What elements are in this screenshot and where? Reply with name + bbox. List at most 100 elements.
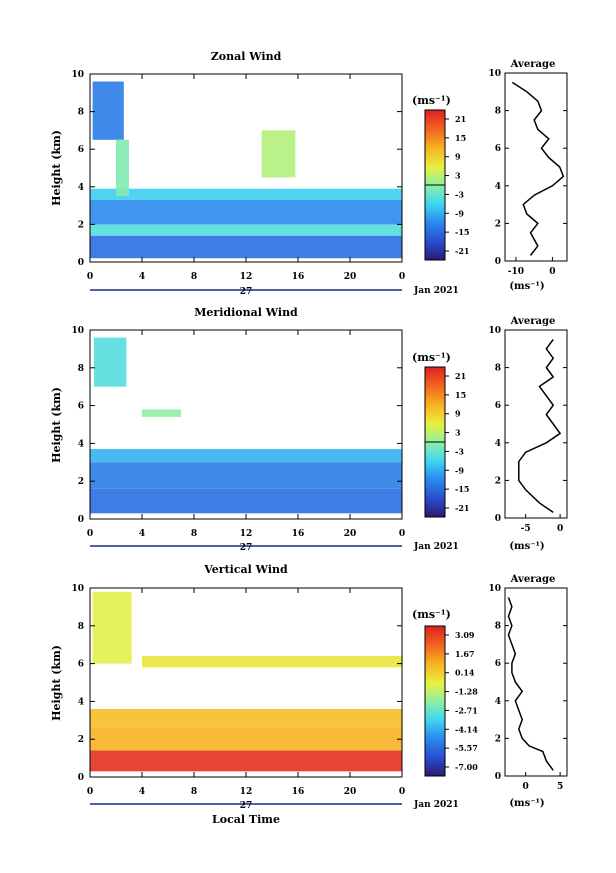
avg-x-tick-label: 5 — [557, 782, 563, 792]
heatmap-cell — [261, 130, 296, 178]
colorbar-ticks: 21 15 9 3 -3 -9 -15 -21 — [445, 371, 469, 513]
avg-y-tick-label: 10 — [488, 326, 501, 336]
average-frame — [504, 329, 568, 519]
heatmap-cell — [92, 591, 132, 664]
x-tick-label: 16 — [292, 529, 305, 539]
x-tick-label: 20 — [344, 529, 357, 539]
colorbar-tick-label: -15 — [455, 484, 469, 494]
x-tick-label: 16 — [292, 272, 305, 282]
average-title: Average — [510, 59, 556, 70]
avg-y-tick-label: 6 — [495, 401, 501, 411]
colorbar-tick-label: -4.14 — [455, 724, 478, 734]
colorbar-tick-label: 3 — [455, 171, 461, 181]
colorbar-tick-label: -3 — [455, 189, 464, 199]
y-tick-label: 4 — [78, 439, 84, 449]
avg-y-tick-label: 4 — [495, 697, 501, 707]
avg-y-tick-label: 4 — [495, 182, 501, 192]
heatmap-cell — [116, 139, 129, 197]
avg-y-tick-label: 2 — [495, 476, 501, 486]
x-tick-label: 8 — [191, 272, 197, 282]
avg-y-tick-label: 4 — [495, 439, 501, 449]
y-tick-label: 10 — [71, 70, 84, 80]
colorbar-tick-label: 0.14 — [455, 668, 475, 678]
y-tick-label: 4 — [78, 697, 84, 707]
heatmap-cell — [90, 449, 402, 463]
heatmap-cell — [90, 488, 402, 514]
colorbar-ticks: 21 15 9 3 -3 -9 -15 -21 — [445, 114, 469, 256]
heatmap-cell — [90, 235, 402, 259]
colorbar-tick-label: -7.00 — [455, 762, 478, 772]
axes: 0 2 4 6 8 10 0 4 8 12 16 20 0 — [71, 584, 405, 797]
avg-y-tick-label: 2 — [495, 219, 501, 229]
y-axis-label: Height (km) — [50, 645, 63, 721]
y-tick-label: 2 — [78, 477, 84, 487]
avg-y-tick-label: 10 — [488, 584, 501, 594]
heatmap-area — [90, 81, 402, 259]
y-tick-label: 4 — [78, 183, 84, 193]
y-axis-label: Height (km) — [50, 130, 63, 206]
colorbar-tick-label: -5.57 — [455, 743, 478, 753]
date-label: Jan 2021 — [413, 286, 459, 296]
average-axes: 0 2 4 6 8 10 -5 0 — [488, 326, 567, 534]
day-label: 27 — [240, 801, 253, 811]
average-xlabel: (ms⁻¹) — [509, 798, 544, 809]
average-axes: 0 2 4 6 8 10 0 5 — [488, 584, 567, 792]
avg-y-tick-label: 0 — [495, 514, 501, 524]
heatmap-cell — [92, 81, 124, 140]
avg-y-tick-label: 0 — [495, 772, 501, 782]
colorbar — [424, 625, 446, 777]
axes: 0 2 4 6 8 10 0 4 8 12 16 20 0 — [71, 70, 405, 282]
heatmap-cell — [93, 337, 127, 387]
x-tick-label: 12 — [240, 272, 253, 282]
heatmap-cell — [90, 188, 402, 200]
colorbar-tick-label: 9 — [455, 409, 461, 419]
y-tick-label: 6 — [78, 660, 84, 670]
colorbar-tick-label: -21 — [455, 503, 469, 513]
colorbar-tick-label: 9 — [455, 152, 461, 162]
colorbar-unit: (ms⁻¹) — [412, 351, 451, 364]
y-tick-label: 10 — [71, 584, 84, 594]
average-title: Average — [510, 316, 556, 327]
panel-title: Zonal Wind — [211, 50, 282, 63]
x-tick-label: 8 — [191, 529, 197, 539]
y-tick-label: 8 — [78, 622, 84, 632]
heatmap-cell — [90, 462, 402, 489]
heatmap-area — [90, 337, 402, 514]
y-axis-label: Height (km) — [50, 387, 63, 463]
avg-y-tick-label: 6 — [495, 144, 501, 154]
y-tick-label: 8 — [78, 108, 84, 118]
x-tick-label: 4 — [139, 787, 145, 797]
average-profile-line — [511, 81, 565, 256]
x-tick-label: 12 — [240, 529, 253, 539]
heatmap-cell — [142, 409, 181, 417]
colorbar-tick-label: -1.28 — [455, 687, 478, 697]
average-xlabel: (ms⁻¹) — [509, 541, 544, 552]
heatmap-cell — [90, 224, 402, 236]
colorbar-tick-label: 21 — [455, 371, 466, 381]
x-tick-label: 0 — [87, 529, 93, 539]
y-tick-label: 6 — [78, 402, 84, 412]
avg-y-tick-label: 8 — [495, 364, 501, 374]
colorbar-tick-label: -9 — [455, 208, 464, 218]
colorbar-unit: (ms⁻¹) — [412, 608, 451, 621]
avg-x-tick-label: 0 — [557, 524, 563, 534]
colorbar-tick-label: -9 — [455, 465, 464, 475]
date-axis: 27 Jan 2021 — [90, 286, 459, 297]
colorbar-tick-label: 1.67 — [455, 649, 474, 659]
x-tick-label: 20 — [344, 272, 357, 282]
y-tick-label: 10 — [71, 326, 84, 336]
average-title: Average — [510, 574, 556, 585]
y-tick-label: 0 — [78, 773, 84, 783]
colorbar-unit: (ms⁻¹) — [412, 94, 451, 107]
colorbar-tick-label: 15 — [455, 133, 466, 143]
panel-title: Meridional Wind — [194, 306, 298, 319]
average-axes: 0 2 4 6 8 10 -10 0 — [488, 69, 567, 277]
average-frame — [504, 587, 568, 777]
x-tick-label: 16 — [292, 787, 305, 797]
colorbar-tick-label: -15 — [455, 227, 469, 237]
date-axis: 27 Jan 2021 — [90, 542, 459, 553]
day-label: 27 — [240, 287, 253, 297]
